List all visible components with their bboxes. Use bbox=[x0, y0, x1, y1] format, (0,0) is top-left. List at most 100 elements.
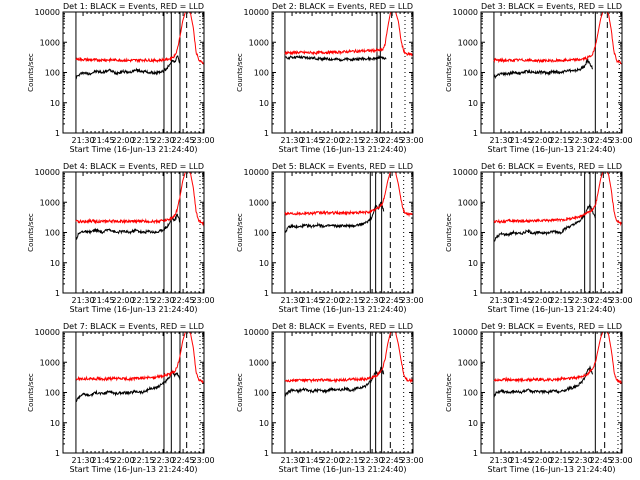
y-tick-label: 10 bbox=[468, 419, 478, 428]
x-axis-label: Start Time (16-Jun-13 21:24:40) bbox=[488, 465, 616, 474]
x-axis-label: Start Time (16-Jun-13 21:24:40) bbox=[279, 305, 407, 314]
series-lld-line bbox=[75, 12, 204, 65]
x-tick-label: 23:00 bbox=[192, 136, 215, 145]
x-tick-label: 23:00 bbox=[401, 456, 424, 465]
series-events-line bbox=[284, 366, 385, 397]
y-tick-label: 10 bbox=[50, 99, 60, 108]
panel-det-4: 1 10 100 1000 10000 21:3021:4522:0022:1522:30… bbox=[27, 162, 215, 314]
y-tick-label: 1000 bbox=[249, 38, 269, 47]
x-tick-label: 21:45 bbox=[301, 136, 324, 145]
x-tick-label: 22:15 bbox=[550, 296, 573, 305]
y-axis-label: Counts/sec bbox=[27, 213, 35, 252]
x-tick-label: 22:00 bbox=[530, 456, 553, 465]
plot-area bbox=[493, 332, 622, 453]
x-tick-label: 22:30 bbox=[361, 136, 384, 145]
y-axis-label: Counts/sec bbox=[445, 373, 453, 412]
y-tick-label: 10000 bbox=[453, 168, 478, 177]
x-tick-label: 22:00 bbox=[112, 136, 135, 145]
y-tick-label: 100 bbox=[463, 229, 478, 238]
y-tick-label: 1 bbox=[264, 449, 269, 458]
x-tick-label: 22:45 bbox=[381, 136, 404, 145]
plot-frame bbox=[271, 11, 414, 134]
series-lld-line bbox=[75, 332, 204, 384]
y-axis-label: Counts/sec bbox=[445, 53, 453, 92]
plot-frame bbox=[62, 331, 205, 454]
x-tick-label: 21:30 bbox=[72, 456, 95, 465]
plot-area bbox=[493, 172, 622, 293]
series-lld-line bbox=[284, 172, 413, 218]
panel-title: Det 8: BLACK = Events, RED = LLD bbox=[272, 322, 413, 331]
panel-title: Det 6: BLACK = Events, RED = LLD bbox=[481, 162, 622, 171]
y-axis-label: Counts/sec bbox=[236, 213, 244, 252]
x-axis-label: Start Time (16-Jun-13 21:24:40) bbox=[279, 145, 407, 154]
x-tick-label: 22:30 bbox=[570, 296, 593, 305]
panel-grid: 11010010001000021:3021:4522:0022:1522:30… bbox=[27, 2, 633, 474]
plot-area bbox=[284, 12, 413, 133]
y-tick-label: 1000 bbox=[458, 198, 478, 207]
x-tick-label: 22:15 bbox=[132, 456, 155, 465]
plot-area bbox=[75, 172, 204, 293]
x-tick-label: 21:30 bbox=[72, 136, 95, 145]
y-tick-label: 1 bbox=[473, 449, 478, 458]
x-tick-label: 23:00 bbox=[192, 456, 215, 465]
y-tick-label: 10 bbox=[259, 259, 269, 268]
x-tick-label: 22:30 bbox=[361, 456, 384, 465]
y-tick-label: 1 bbox=[264, 129, 269, 138]
series-lld-line bbox=[284, 12, 413, 57]
x-tick-label: 22:15 bbox=[341, 296, 364, 305]
y-tick-label: 100 bbox=[254, 389, 269, 398]
y-tick-label: 1 bbox=[55, 449, 60, 458]
x-tick-label: 21:45 bbox=[301, 296, 324, 305]
y-tick-label: 10000 bbox=[35, 168, 60, 177]
y-tick-label: 1 bbox=[55, 289, 60, 298]
x-tick-label: 21:30 bbox=[281, 136, 304, 145]
x-tick-label: 23:00 bbox=[610, 296, 633, 305]
x-tick-label: 21:45 bbox=[92, 456, 115, 465]
x-axis-label: Start Time (16-Jun-13 21:24:40) bbox=[488, 145, 616, 154]
plot-area bbox=[284, 172, 413, 293]
y-tick-label: 1000 bbox=[40, 38, 60, 47]
x-tick-label: 22:45 bbox=[172, 456, 195, 465]
panel-det-2: 1 10 100 1000 10000 21:3021:4522:0022:1522:30… bbox=[236, 2, 424, 154]
plot-frame bbox=[271, 331, 414, 454]
y-tick-label: 10000 bbox=[244, 168, 269, 177]
plot-frame bbox=[480, 11, 623, 134]
y-tick-label: 1000 bbox=[40, 198, 60, 207]
panel-title: Det 3: BLACK = Events, RED = LLD bbox=[481, 2, 622, 11]
x-tick-label: 22:45 bbox=[590, 296, 613, 305]
x-tick-label: 22:00 bbox=[321, 296, 344, 305]
y-tick-label: 100 bbox=[254, 229, 269, 238]
x-tick-label: 21:30 bbox=[490, 456, 513, 465]
y-tick-label: 1000 bbox=[249, 198, 269, 207]
series-events-line bbox=[75, 370, 181, 403]
series-events-line bbox=[493, 58, 594, 80]
x-axis-label: Start Time (16-Jun-13 21:24:40) bbox=[70, 305, 198, 314]
plot-frame bbox=[62, 11, 205, 134]
x-tick-label: 22:00 bbox=[112, 456, 135, 465]
series-events-line bbox=[284, 54, 387, 63]
panel-det-1: 1 10 100 1000 10000 21:3021:4522:0022:1522:30… bbox=[27, 2, 215, 154]
x-tick-label: 23:00 bbox=[401, 296, 424, 305]
y-tick-label: 10000 bbox=[244, 328, 269, 337]
y-tick-label: 1 bbox=[264, 289, 269, 298]
plot-area bbox=[284, 332, 413, 453]
y-axis-label: Counts/sec bbox=[236, 53, 244, 92]
series-events-line bbox=[284, 201, 385, 233]
y-tick-label: 1000 bbox=[458, 358, 478, 367]
y-tick-label: 10 bbox=[259, 99, 269, 108]
plot-frame bbox=[480, 331, 623, 454]
panel-det-9: 1 10 100 1000 10000 21:3021:4522:0022:1522:30… bbox=[445, 322, 633, 474]
plot-frame bbox=[62, 171, 205, 294]
y-tick-label: 1 bbox=[473, 289, 478, 298]
y-tick-label: 100 bbox=[45, 69, 60, 78]
y-tick-label: 10 bbox=[468, 259, 478, 268]
y-tick-label: 10 bbox=[50, 259, 60, 268]
x-tick-label: 22:30 bbox=[152, 456, 175, 465]
panel-title: Det 4: BLACK = Events, RED = LLD bbox=[63, 162, 204, 171]
x-tick-label: 22:00 bbox=[530, 136, 553, 145]
y-tick-label: 10000 bbox=[35, 328, 60, 337]
x-tick-label: 22:00 bbox=[321, 136, 344, 145]
panel-title: Det 5: BLACK = Events, RED = LLD bbox=[272, 162, 413, 171]
x-tick-label: 22:00 bbox=[321, 456, 344, 465]
